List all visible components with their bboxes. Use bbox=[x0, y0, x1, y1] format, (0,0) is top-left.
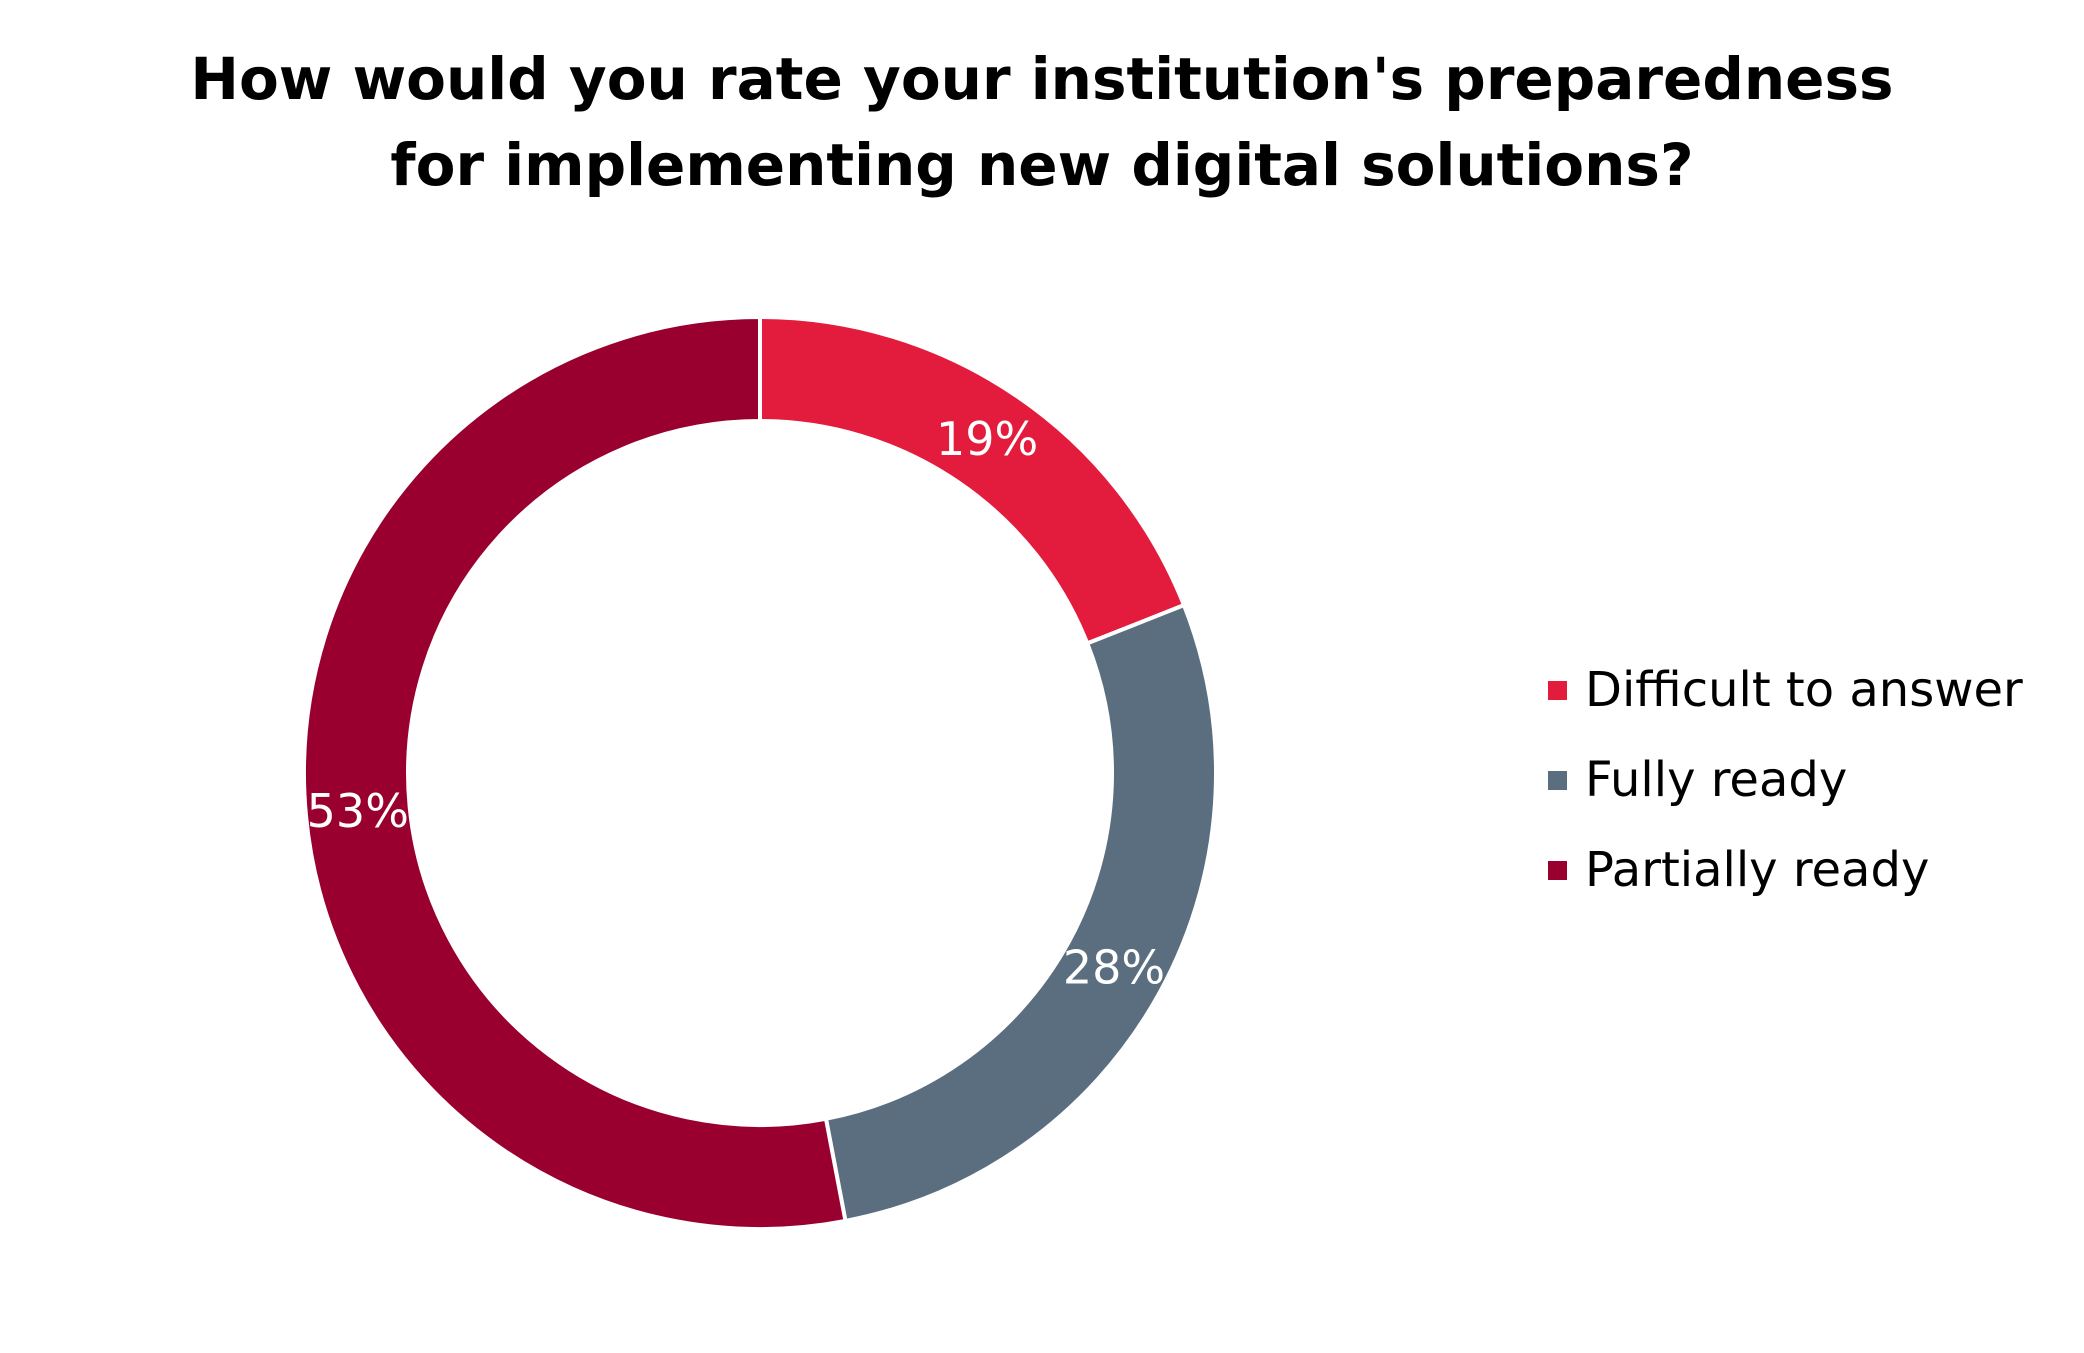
legend-label: Difficult to answer bbox=[1585, 662, 2023, 718]
donut-labels: 19% 28% 53% bbox=[307, 412, 1165, 995]
legend-item-fully-ready: Fully ready bbox=[1548, 735, 2023, 825]
legend-swatch bbox=[1548, 860, 1567, 880]
donut-slice-fully-ready bbox=[823, 602, 1218, 1224]
legend-swatch bbox=[1548, 770, 1567, 790]
legend-label: Partially ready bbox=[1585, 842, 1930, 898]
donut-slice-difficult-to-answer bbox=[758, 314, 1187, 647]
legend-label: Fully ready bbox=[1585, 752, 1848, 808]
donut-data-label: 53% bbox=[307, 784, 409, 838]
donut-slice-partially-ready bbox=[302, 314, 848, 1231]
donut-data-label: 19% bbox=[936, 412, 1038, 466]
chart-title: How would you rate your institution's pr… bbox=[0, 36, 2084, 208]
legend: Difficult to answer Fully ready Partiall… bbox=[1548, 645, 2023, 915]
legend-item-partially-ready: Partially ready bbox=[1548, 825, 2023, 915]
donut-data-label: 28% bbox=[1063, 941, 1165, 995]
chart-title-line-1: How would you rate your institution's pr… bbox=[190, 45, 1894, 113]
chart-title-line-2: for implementing new digital solutions? bbox=[390, 131, 1694, 199]
donut-slices bbox=[302, 314, 1218, 1231]
legend-swatch bbox=[1548, 680, 1567, 700]
legend-item-difficult-to-answer: Difficult to answer bbox=[1548, 645, 2023, 735]
